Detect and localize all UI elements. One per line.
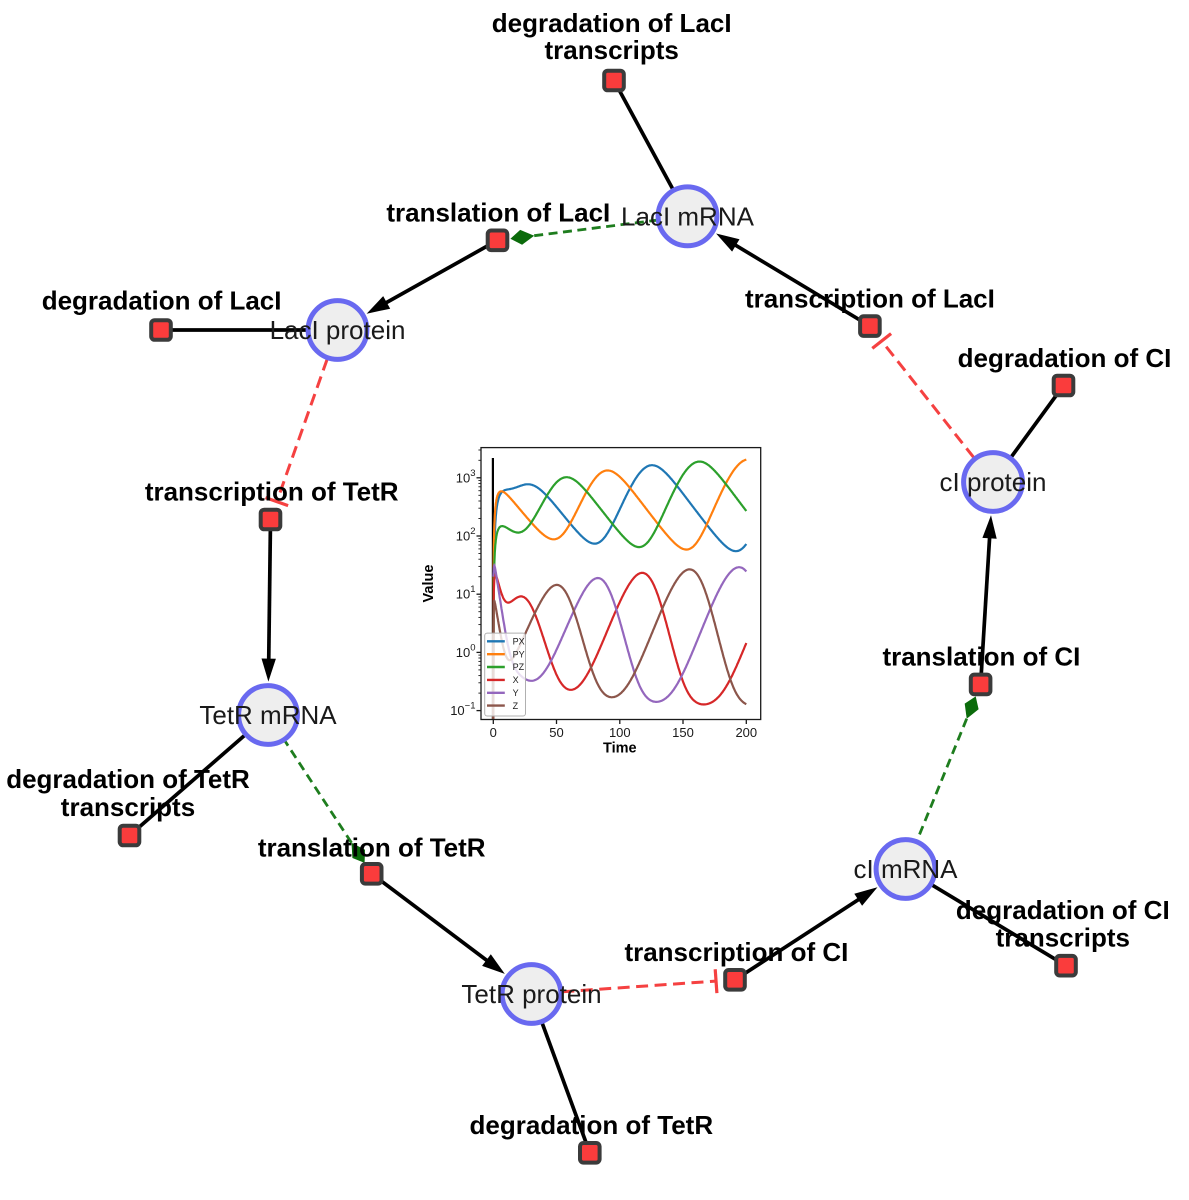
svg-text:LacI protein: LacI protein (270, 315, 406, 345)
svg-text:transcripts: transcripts (545, 35, 679, 65)
svg-text:transcripts: transcripts (61, 792, 195, 822)
svg-text:X: X (513, 675, 519, 685)
svg-text:0: 0 (490, 725, 497, 740)
svg-text:PY: PY (513, 649, 525, 659)
svg-text:translation of CI: translation of CI (882, 642, 1080, 672)
svg-text:101: 101 (456, 584, 476, 602)
svg-text:Y: Y (513, 688, 519, 698)
svg-text:transcripts: transcripts (996, 923, 1130, 953)
svg-text:degradation of LacI: degradation of LacI (42, 285, 282, 315)
svg-text:102: 102 (456, 526, 476, 544)
svg-text:PZ: PZ (513, 662, 525, 672)
svg-text:Z: Z (513, 701, 519, 711)
svg-text:TetR mRNA: TetR mRNA (199, 700, 337, 730)
svg-text:degradation of TetR: degradation of TetR (6, 764, 250, 794)
svg-text:degradation of LacI: degradation of LacI (492, 8, 732, 38)
svg-text:degradation of TetR: degradation of TetR (469, 1110, 713, 1140)
svg-text:103: 103 (456, 468, 476, 486)
svg-text:cI mRNA: cI mRNA (854, 854, 959, 884)
svg-text:translation of LacI: translation of LacI (386, 198, 610, 228)
svg-text:150: 150 (672, 725, 694, 740)
svg-text:10−1: 10−1 (450, 701, 475, 719)
svg-text:translation of TetR: translation of TetR (258, 833, 486, 863)
svg-text:200: 200 (735, 725, 757, 740)
svg-text:LacI mRNA: LacI mRNA (621, 201, 755, 231)
svg-text:transcription of LacI: transcription of LacI (745, 284, 995, 314)
svg-text:TetR protein: TetR protein (461, 979, 601, 1009)
svg-text:Value: Value (421, 565, 437, 603)
svg-text:cI protein: cI protein (940, 467, 1047, 497)
svg-text:Time: Time (603, 741, 637, 757)
svg-text:PX: PX (513, 637, 525, 647)
svg-text:degradation of CI: degradation of CI (956, 895, 1170, 925)
svg-text:100: 100 (456, 642, 476, 660)
svg-text:100: 100 (609, 725, 631, 740)
svg-text:transcription of CI: transcription of CI (624, 937, 848, 967)
svg-text:degradation of CI: degradation of CI (958, 343, 1172, 373)
svg-text:transcription of TetR: transcription of TetR (145, 477, 399, 507)
svg-text:50: 50 (549, 725, 563, 740)
